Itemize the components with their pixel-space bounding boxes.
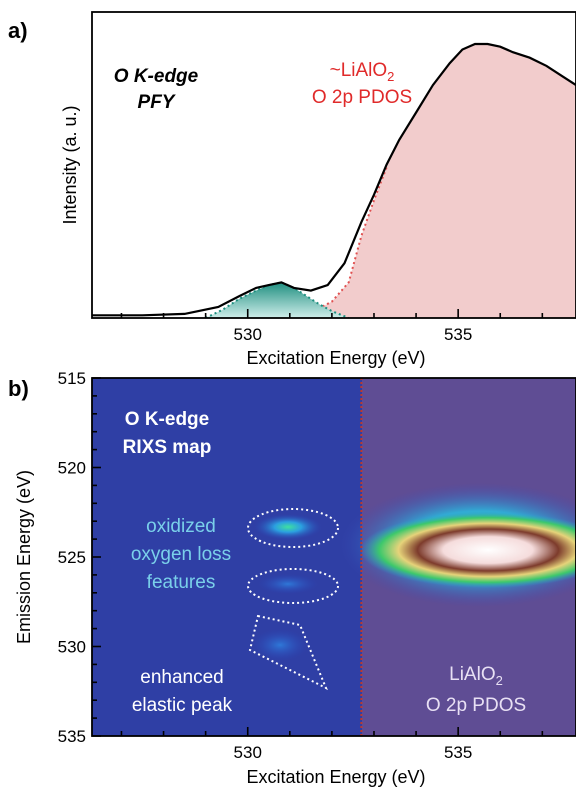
rixs-map-title-line2: RIXS map xyxy=(123,437,212,458)
panel-b-label: b) xyxy=(8,376,29,401)
x-tick-label: 535 xyxy=(444,325,472,344)
loss-feature-blob-lower xyxy=(258,574,318,594)
panel-b-ylabel: Emission Energy (eV) xyxy=(14,470,34,644)
y-tick-label: 515 xyxy=(58,369,86,388)
panel-a: a) 530 535 Intensity (a. u.) Excitation E… xyxy=(8,11,576,368)
panel-b-x-ticks: 530 535 xyxy=(120,727,544,762)
panel-b-y-ticks: 515 520 525 530 535 xyxy=(58,369,101,746)
loss-features-label-line1: oxidized xyxy=(146,516,216,537)
panel-b-pdos-label-line2: O 2p PDOS xyxy=(426,695,526,716)
loss-features-label-line3: features xyxy=(147,572,216,593)
y-tick-label: 525 xyxy=(58,548,86,567)
rixs-map-title-line1: O K-edge xyxy=(125,409,209,430)
oxidized-oxygen-component-area xyxy=(205,282,349,318)
panel-a-title-line1: O K-edge xyxy=(114,66,199,87)
panel-a-pdos-label-line2: O 2p PDOS xyxy=(312,87,412,108)
panel-b-pdos-label-line1: LiAlO2 xyxy=(449,664,503,688)
loss-feature-blob-upper xyxy=(254,514,322,540)
x-tick-label: 530 xyxy=(234,325,262,344)
panel-a-x-ticks: 530 535 xyxy=(120,309,544,344)
elastic-peak-label-line2: elastic peak xyxy=(132,695,233,716)
elastic-peak-blob xyxy=(252,629,308,661)
pdos-component-area xyxy=(289,44,576,318)
pdos-main-band xyxy=(360,512,576,588)
panel-a-xlabel: Excitation Energy (eV) xyxy=(246,348,425,368)
loss-feature-outline-lower xyxy=(247,568,339,604)
elastic-peak-label-line1: enhanced xyxy=(140,667,223,688)
panel-a-ylabel: Intensity (a. u.) xyxy=(60,105,80,224)
panel-a-label: a) xyxy=(8,18,28,43)
panel-b-pdos-label-sub: 2 xyxy=(496,673,503,688)
y-tick-label: 520 xyxy=(58,459,86,478)
x-tick-label: 535 xyxy=(444,743,472,762)
panel-a-pdos-label-main: ~LiAlO xyxy=(330,60,388,81)
panel-a-pdos-label-sub: 2 xyxy=(387,69,394,84)
pfy-series-line xyxy=(92,42,576,317)
y-tick-label: 535 xyxy=(58,727,86,746)
loss-features-label-line2: oxygen loss xyxy=(131,544,231,565)
rixs-map xyxy=(92,378,576,736)
panel-a-axes-frame xyxy=(91,11,576,319)
y-tick-label: 530 xyxy=(58,638,86,657)
loss-feature-outline-upper xyxy=(247,508,339,548)
panel-a-pdos-label-line1: ~LiAlO2 xyxy=(330,60,395,84)
panel-b-pdos-label-main: LiAlO xyxy=(449,664,495,685)
panel-a-title-line2: PFY xyxy=(138,92,177,113)
panel-b-xlabel: Excitation Energy (eV) xyxy=(246,767,425,787)
panel-b: b) 530 535 515 520 525 530 535 Emission Energ… xyxy=(8,369,576,787)
x-tick-label: 530 xyxy=(234,743,262,762)
rixs-map-background-left xyxy=(92,378,362,736)
elastic-peak-outline xyxy=(248,614,328,691)
